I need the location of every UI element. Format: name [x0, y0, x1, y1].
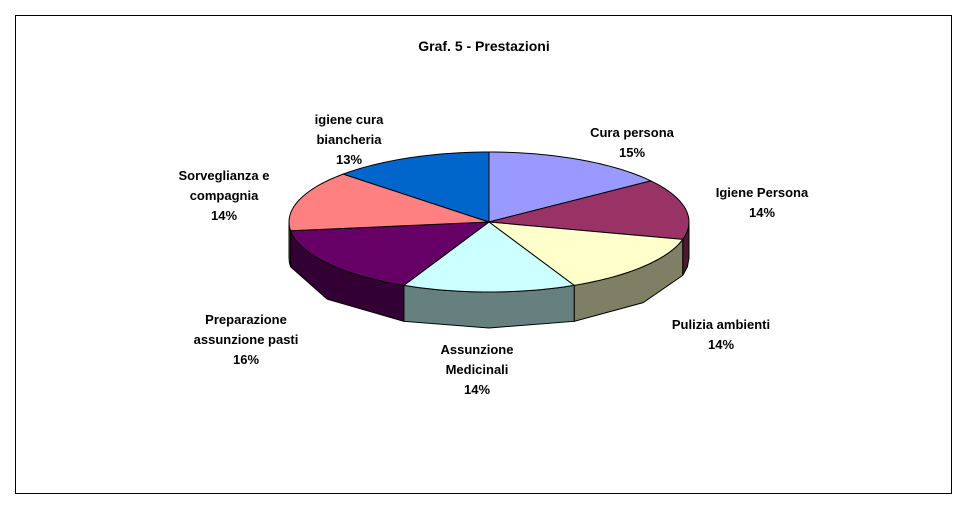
- data-label: Igiene Persona 14%: [677, 183, 847, 223]
- value-label: 14%: [210, 208, 238, 223]
- pie-slice: [488, 151, 653, 223]
- value-label: 14%: [748, 205, 776, 220]
- category-label: Assunzione Medicinali: [440, 342, 514, 377]
- pie-slice: [289, 221, 491, 286]
- value-label: 14%: [707, 337, 735, 352]
- data-label: igiene cura biancheria 13%: [299, 110, 399, 170]
- data-label: Assunzione Medicinali 14%: [422, 340, 532, 400]
- category-label: Sorveglianza e compagnia: [178, 168, 270, 203]
- pie-slice: [487, 221, 684, 286]
- value-label: 14%: [463, 382, 491, 397]
- value-label: 13%: [335, 152, 363, 167]
- value-label: 15%: [618, 145, 646, 160]
- pie-slice: [402, 221, 576, 293]
- data-label: Cura persona 15%: [547, 123, 717, 163]
- pie-slice: [488, 180, 690, 240]
- category-label: igiene cura biancheria: [314, 112, 384, 147]
- category-label: Cura persona: [590, 125, 674, 140]
- data-label: Sorveglianza e compagnia 14%: [159, 166, 289, 226]
- data-label: Preparazione assunzione pasti 16%: [176, 310, 316, 370]
- pie-slice: [341, 151, 490, 223]
- chart-title: Graf. 5 - Prestazioni: [418, 38, 550, 54]
- value-label: 16%: [232, 352, 260, 367]
- pie-slice: [288, 173, 490, 232]
- category-label: Igiene Persona: [715, 185, 809, 200]
- category-label: Preparazione assunzione pasti: [193, 312, 299, 347]
- data-label: Pulizia ambienti 14%: [636, 315, 806, 355]
- category-label: Pulizia ambienti: [671, 317, 771, 332]
- chart-frame: [15, 15, 952, 494]
